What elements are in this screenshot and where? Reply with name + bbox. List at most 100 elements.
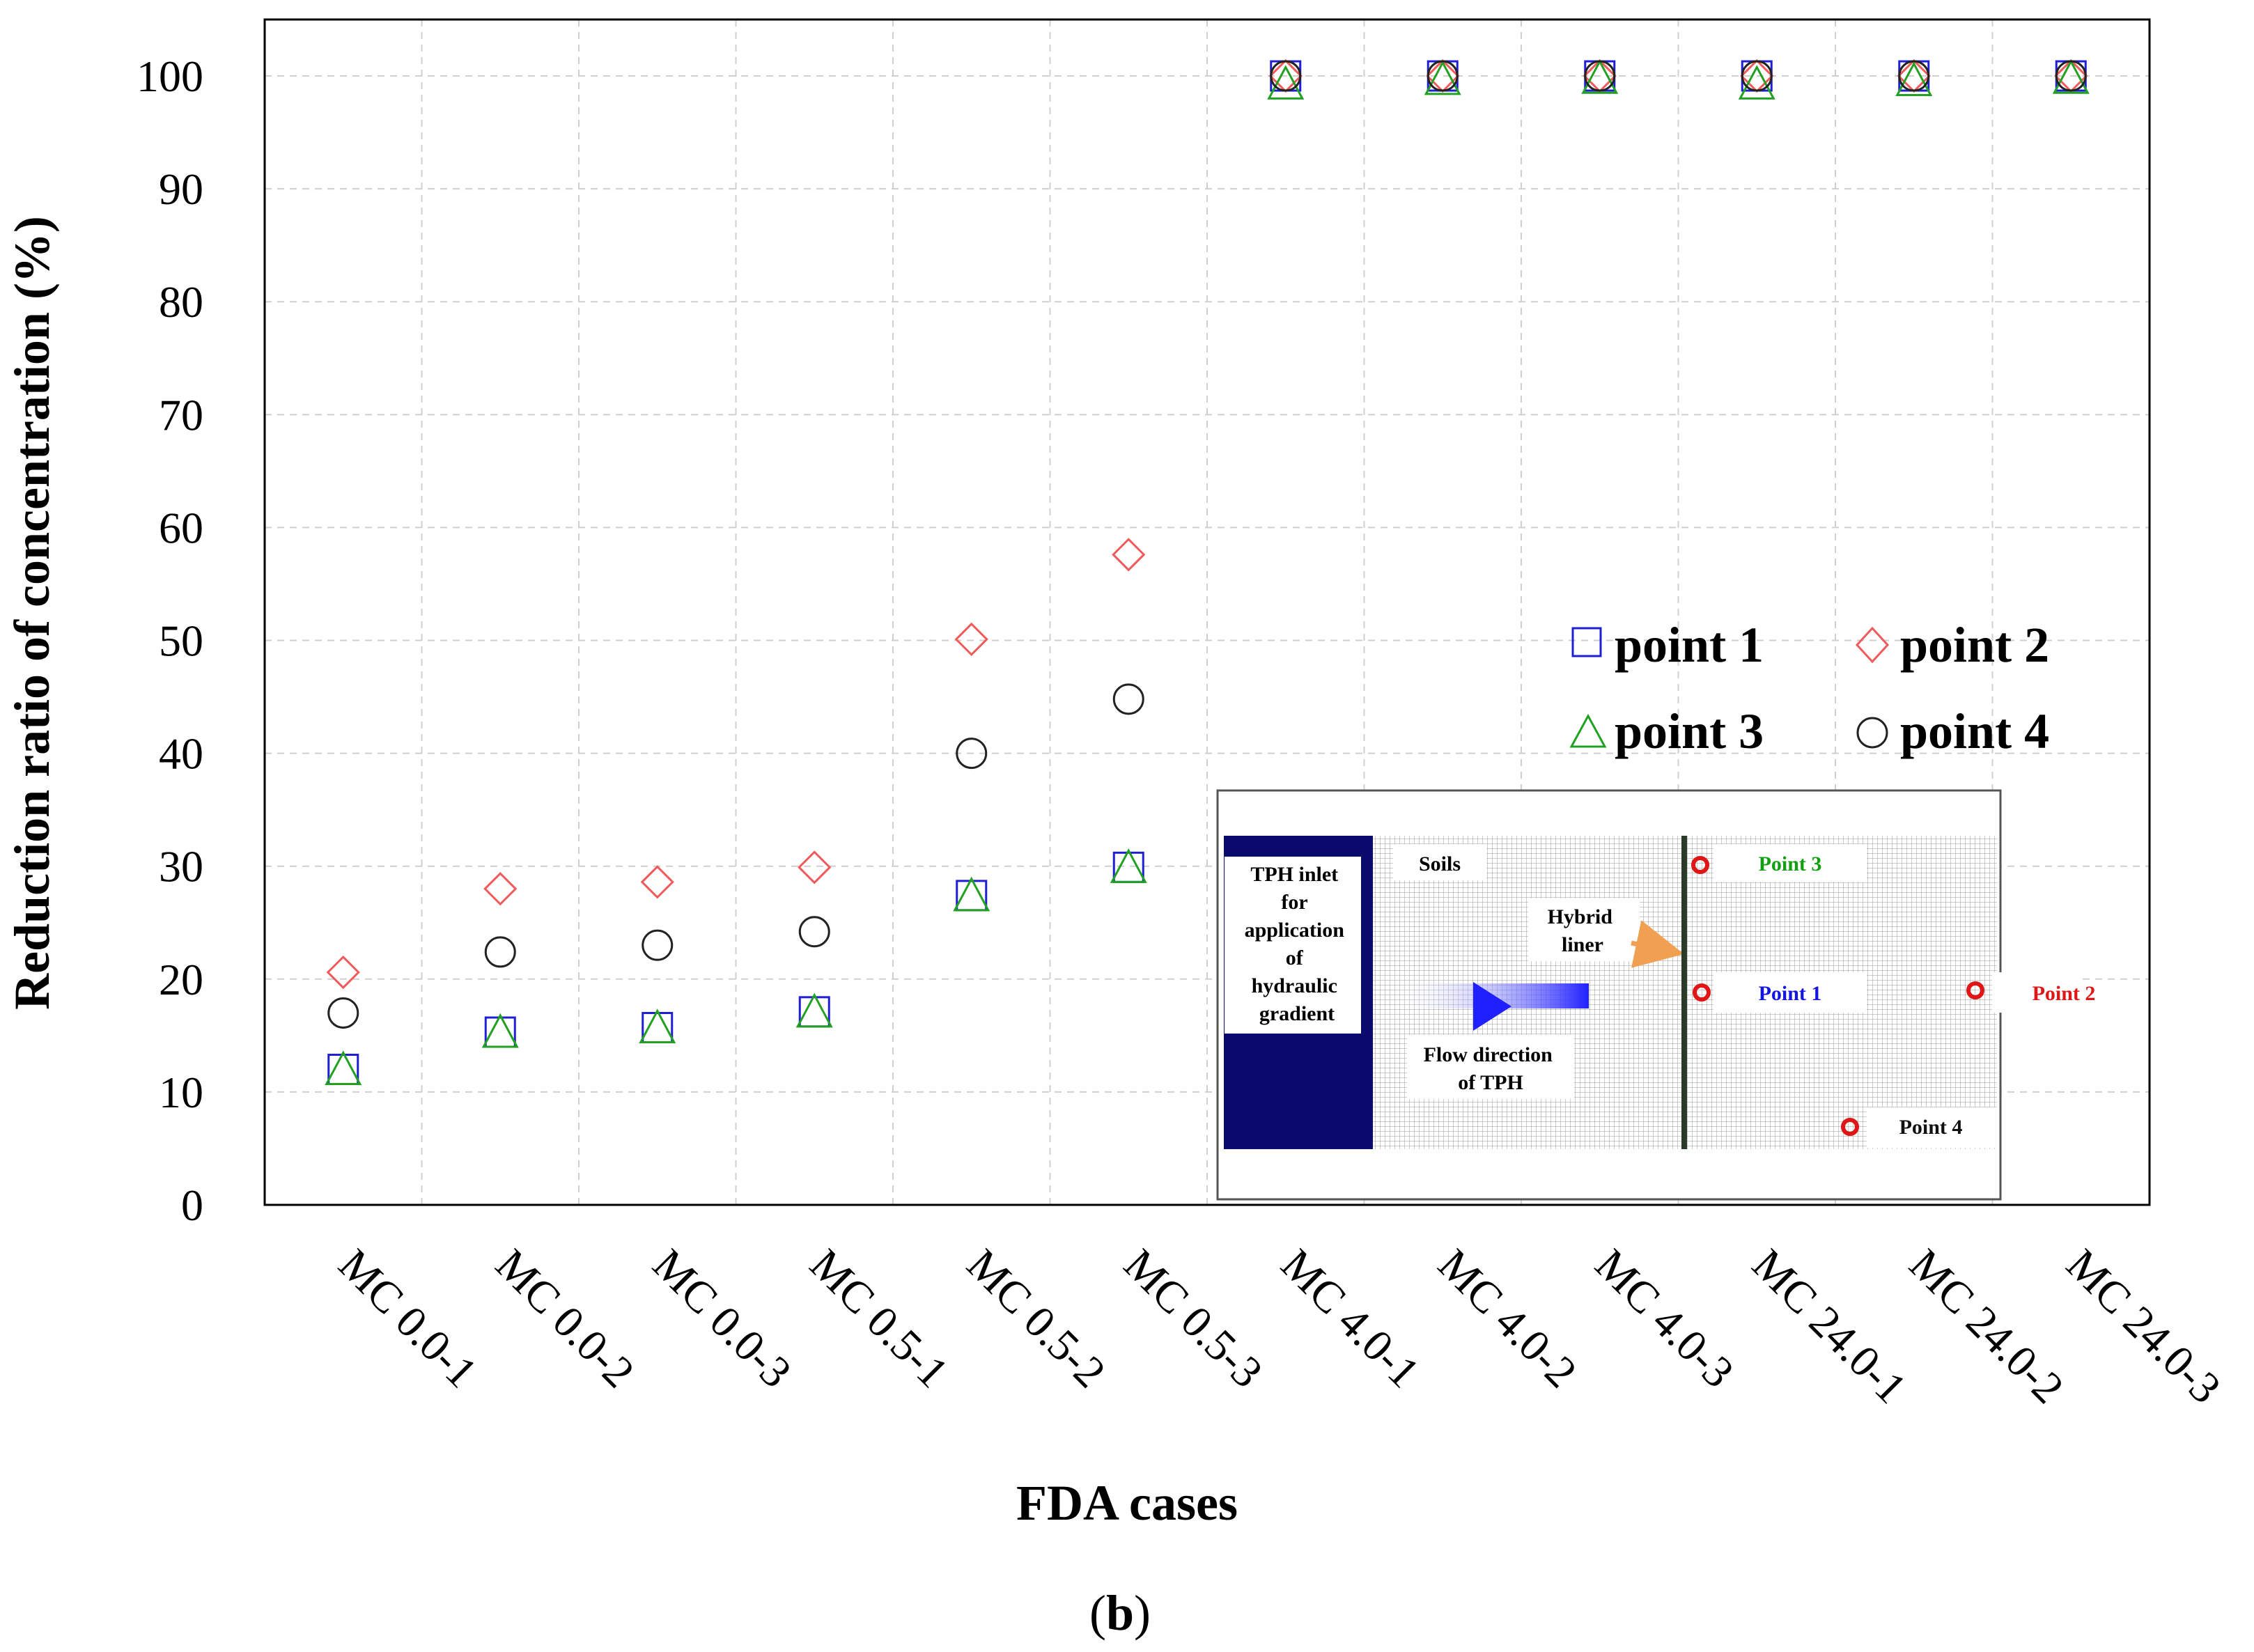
- liner-label-line: Hybrid: [1548, 905, 1613, 928]
- y-tick-label: 80: [159, 277, 203, 327]
- y-tick-label: 40: [159, 729, 203, 779]
- caption-close: ): [1134, 1585, 1151, 1641]
- data-marks: [325, 59, 2090, 1085]
- point4-circle-marker: [798, 916, 830, 948]
- x-tick-label: MC 0.5-3: [1114, 1240, 1272, 1397]
- liner-arrow: [1631, 920, 1684, 968]
- svg-text:Hybrid liner: Hybrid liner: [1548, 905, 1618, 956]
- point4-circle-marker: [2055, 60, 2087, 92]
- point4-circle-marker: [1112, 683, 1144, 715]
- point1-square-marker: [798, 996, 830, 1028]
- point4-circle-marker: [1584, 60, 1616, 92]
- legend-marker-point1: [1571, 627, 1602, 657]
- inlet-label-line: hydraulic: [1252, 974, 1337, 997]
- point3-triangle-marker: [1110, 848, 1147, 883]
- y-tick-label: 70: [159, 390, 203, 439]
- point1-label: Point 1: [1759, 982, 1822, 1005]
- y-tick-label: 50: [159, 616, 203, 666]
- grid-lines: [265, 20, 2150, 1206]
- point4-circle-marker: [1427, 60, 1459, 92]
- x-tick-label: MC 4.0-2: [1429, 1240, 1586, 1397]
- legend-label-point1: point 1: [1615, 617, 1764, 673]
- legend-marker-point4: [1856, 717, 1888, 749]
- y-axis: 0 10 20 30 40 50 60 70 80 90 100: [137, 52, 203, 1230]
- point3-marker: [1691, 856, 1709, 874]
- point4-circle-marker: [642, 929, 674, 961]
- x-tick-label: MC 0.0-1: [329, 1240, 487, 1397]
- point3-label: Point 3: [1759, 852, 1822, 875]
- x-axis: MC 0.0-1 MC 0.0-2 MC 0.0-3 MC 0.5-1 MC 0.5-2…: [329, 1240, 2230, 1413]
- soils-label-box: [1393, 844, 1486, 880]
- point1-square-marker: [327, 1053, 359, 1085]
- flow-label-line: of TPH: [1458, 1071, 1523, 1094]
- svg-text:TPH inlet for appl: TPH inlet for application of hydraulic g…: [1245, 863, 1350, 1025]
- caption-open: (: [1089, 1585, 1106, 1641]
- plot-frame: [263, 18, 2151, 1206]
- point1-square-marker: [956, 880, 988, 912]
- inlet-label-line: gradient: [1259, 1002, 1335, 1025]
- point3-triangle-marker: [1424, 60, 1461, 95]
- y-tick-label: 90: [159, 164, 203, 214]
- caption-letter: b: [1106, 1585, 1134, 1641]
- point1-square-marker: [484, 1016, 516, 1048]
- legend-label-point3: point 3: [1615, 703, 1764, 759]
- inlet-label-line: TPH inlet: [1250, 863, 1338, 886]
- x-tick-label: MC 0.5-1: [800, 1240, 958, 1397]
- point2-label-box: [1992, 972, 2077, 1013]
- hybrid-liner: [1681, 836, 1687, 1149]
- legend-marker-point3: [1569, 713, 1607, 748]
- liner-label-box: [1528, 898, 1640, 961]
- point3-triangle-marker: [795, 992, 833, 1028]
- x-tick-label: MC 0.0-3: [644, 1240, 801, 1397]
- legend: point 1 point 2 point 3 point 4: [1569, 617, 2049, 759]
- point2-diamond-marker: [798, 850, 832, 885]
- y-tick-label: 0: [181, 1180, 203, 1230]
- legend-label-point4: point 4: [1900, 703, 2049, 759]
- x-tick-label: MC 0.5-2: [958, 1240, 1115, 1397]
- point4-label-box: [1867, 1107, 1999, 1148]
- flow-arrow-head: [1473, 982, 1511, 1031]
- point4-label: Point 4: [1899, 1116, 1963, 1139]
- point1-marker: [1693, 983, 1711, 1002]
- point2-diamond-marker: [954, 622, 988, 657]
- point2-marker: [1966, 981, 1984, 999]
- inset-diagram: TPH inlet for application of hydraulic g…: [1216, 789, 2096, 1201]
- point4-marker: [1841, 1118, 1859, 1136]
- point4-circle-marker: [327, 997, 359, 1029]
- inlet-label-line: for: [1281, 891, 1307, 914]
- point3-triangle-marker: [2052, 59, 2090, 94]
- point3-triangle-marker: [639, 1008, 676, 1044]
- soils-label: Soils: [1419, 852, 1461, 875]
- point3-triangle-marker: [1267, 65, 1305, 100]
- point4-circle-marker: [1741, 60, 1773, 92]
- y-axis-label: Reduction ratio of concentration (%): [4, 216, 60, 1010]
- x-tick-label: MC 24.0-1: [1743, 1240, 1916, 1413]
- point2-diamond-marker: [640, 865, 674, 899]
- inlet-label-line: application: [1245, 919, 1345, 942]
- x-axis-label: FDA cases: [1016, 1475, 1238, 1531]
- point3-triangle-marker: [1581, 59, 1619, 94]
- point2-label: Point 2: [2033, 982, 2096, 1005]
- point4-circle-marker: [1270, 60, 1302, 92]
- point4-circle-marker: [484, 936, 516, 968]
- y-tick-label: 10: [159, 1068, 203, 1117]
- point1-square-marker: [1112, 851, 1144, 883]
- x-tick-label: MC 0.0-2: [486, 1240, 644, 1397]
- point2-diamond-marker: [326, 955, 360, 990]
- y-tick-label: 100: [137, 52, 203, 101]
- y-tick-label: 60: [159, 503, 203, 552]
- point1-square-marker: [642, 1012, 674, 1044]
- legend-marker-point2: [1855, 626, 1890, 664]
- inlet-label-line: of: [1286, 946, 1304, 969]
- point2-diamond-marker: [1112, 538, 1146, 572]
- point4-circle-marker: [1898, 60, 1930, 92]
- point3-triangle-marker: [1738, 65, 1775, 100]
- flow-label-line: Flow direction: [1424, 1043, 1553, 1066]
- liner-label-line: liner: [1562, 933, 1603, 956]
- caption: (b): [1089, 1585, 1151, 1641]
- point3-triangle-marker: [953, 876, 990, 912]
- inlet-label-box: [1225, 857, 1361, 1034]
- flow-label-box: [1407, 1035, 1574, 1099]
- point3-triangle-marker: [325, 1050, 362, 1085]
